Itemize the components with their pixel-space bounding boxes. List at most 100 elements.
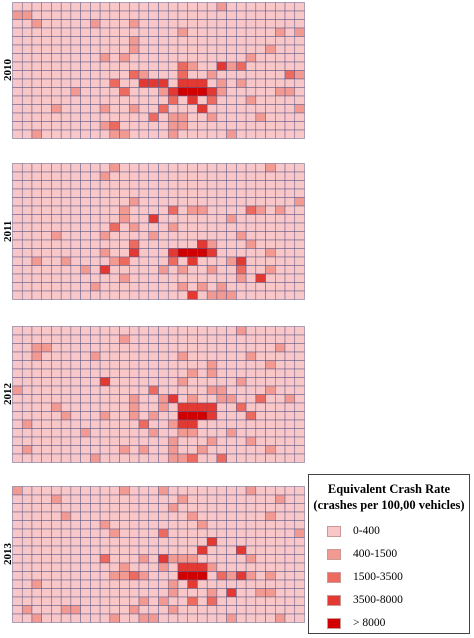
grid-cell bbox=[70, 282, 81, 292]
grid-cell bbox=[119, 171, 130, 181]
grid-cell bbox=[138, 78, 150, 88]
grid-cell bbox=[109, 588, 120, 598]
grid-cell bbox=[284, 613, 296, 623]
grid-cell bbox=[41, 419, 52, 429]
grid-cell bbox=[216, 44, 227, 54]
grid-cell bbox=[21, 377, 33, 387]
grid-cell bbox=[275, 87, 286, 97]
grid-cell bbox=[167, 554, 179, 564]
grid-cell bbox=[236, 112, 247, 122]
grid-cell bbox=[119, 78, 130, 88]
grid-cell bbox=[177, 385, 188, 395]
grid-cell bbox=[21, 290, 33, 300]
grid-cell bbox=[70, 368, 81, 378]
grid-cell bbox=[187, 197, 198, 207]
grid-cell bbox=[129, 351, 140, 361]
grid-cell bbox=[109, 256, 120, 266]
grid-cell bbox=[148, 53, 159, 63]
grid-cell bbox=[90, 188, 101, 198]
grid-cell bbox=[206, 10, 218, 20]
grid-cell bbox=[158, 428, 169, 438]
grid-cell bbox=[158, 205, 169, 215]
grid-cell bbox=[187, 368, 198, 378]
grid-cell bbox=[12, 70, 23, 80]
grid-cell bbox=[138, 494, 150, 504]
grid-cell bbox=[80, 256, 91, 266]
grid-cell bbox=[119, 588, 130, 598]
grid-cell bbox=[12, 180, 23, 190]
grid-cell bbox=[21, 27, 33, 37]
grid-cell bbox=[12, 19, 23, 29]
grid-cell bbox=[187, 87, 198, 97]
grid-cell bbox=[80, 360, 91, 370]
grid-cell bbox=[294, 205, 305, 215]
grid-cell bbox=[129, 265, 140, 275]
grid-cell bbox=[138, 562, 150, 572]
grid-cell bbox=[60, 579, 72, 589]
grid-cell bbox=[158, 2, 169, 12]
grid-cell bbox=[60, 503, 72, 513]
grid-cell bbox=[206, 343, 218, 353]
legend: Equivalent Crash Rate (crashes per 100,0… bbox=[308, 474, 470, 634]
grid-cell bbox=[158, 248, 169, 258]
grid-cell bbox=[216, 368, 227, 378]
grid-cell bbox=[70, 104, 81, 114]
grid-cell bbox=[99, 256, 111, 266]
grid-cell bbox=[90, 78, 101, 88]
grid-cell bbox=[148, 562, 159, 572]
grid-cell bbox=[119, 402, 130, 412]
grid-cell bbox=[21, 326, 33, 336]
grid-cell bbox=[294, 503, 305, 513]
grid-cell bbox=[109, 334, 120, 344]
legend-title: Equivalent Crash Rate (crashes per 100,0… bbox=[309, 481, 469, 513]
grid-cell bbox=[187, 428, 198, 438]
grid-cell bbox=[226, 596, 237, 606]
grid-cell bbox=[158, 44, 169, 54]
grid-cell bbox=[148, 394, 159, 404]
grid-cell bbox=[265, 334, 276, 344]
grid-cell bbox=[158, 19, 169, 29]
grid-cell bbox=[187, 528, 198, 538]
grid-cell bbox=[41, 87, 52, 97]
grid-cell bbox=[99, 2, 111, 12]
grid-cell bbox=[226, 453, 237, 463]
grid-cell bbox=[51, 537, 62, 547]
grid-cell bbox=[70, 239, 81, 249]
grid-cell bbox=[206, 129, 218, 139]
grid-cell bbox=[31, 256, 42, 266]
grid-cell bbox=[206, 326, 218, 336]
grid-cell bbox=[226, 239, 237, 249]
grid-cell bbox=[284, 19, 296, 29]
grid-cell bbox=[158, 61, 169, 71]
grid-cell bbox=[21, 360, 33, 370]
grid-cell bbox=[148, 273, 159, 283]
grid-cell bbox=[236, 129, 247, 139]
grid-cell bbox=[275, 231, 286, 241]
grid-cell bbox=[148, 78, 159, 88]
grid-cell bbox=[12, 419, 23, 429]
grid-cell bbox=[187, 222, 198, 232]
grid-cell bbox=[109, 562, 120, 572]
grid-cell bbox=[265, 528, 276, 538]
grid-cell bbox=[138, 27, 150, 37]
grid-cell bbox=[275, 27, 286, 37]
grid-cell bbox=[275, 562, 286, 572]
grid-cell bbox=[148, 360, 159, 370]
grid-cell bbox=[206, 494, 218, 504]
grid-cell bbox=[70, 436, 81, 446]
grid-cell bbox=[236, 503, 247, 513]
grid-cell bbox=[129, 596, 140, 606]
grid-cell bbox=[51, 231, 62, 241]
grid-cell bbox=[216, 326, 227, 336]
grid-cell bbox=[80, 537, 91, 547]
grid-cell bbox=[265, 579, 276, 589]
grid-cell bbox=[197, 511, 208, 521]
grid-cell bbox=[275, 214, 286, 224]
grid-cell bbox=[275, 486, 286, 496]
grid-cell bbox=[275, 53, 286, 63]
grid-cell bbox=[216, 163, 227, 173]
grid-cell bbox=[51, 171, 62, 181]
grid-cell bbox=[177, 579, 188, 589]
grid-cell bbox=[12, 231, 23, 241]
grid-cell bbox=[245, 19, 257, 29]
